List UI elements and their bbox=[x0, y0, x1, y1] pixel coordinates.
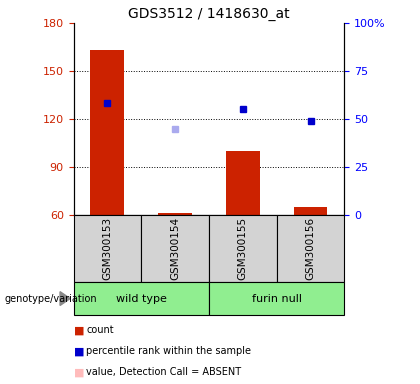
Bar bbox=[158, 214, 192, 215]
Bar bbox=[209, 282, 344, 315]
Text: wild type: wild type bbox=[116, 293, 167, 304]
Bar bbox=[90, 50, 124, 215]
Polygon shape bbox=[60, 292, 70, 306]
Bar bbox=[74, 215, 141, 282]
Bar bbox=[209, 215, 277, 282]
Text: GSM300153: GSM300153 bbox=[102, 217, 113, 280]
Text: ■: ■ bbox=[74, 367, 84, 377]
Bar bbox=[141, 215, 209, 282]
Text: percentile rank within the sample: percentile rank within the sample bbox=[86, 346, 251, 356]
Text: ■: ■ bbox=[74, 346, 84, 356]
Text: value, Detection Call = ABSENT: value, Detection Call = ABSENT bbox=[86, 367, 241, 377]
Bar bbox=[294, 207, 328, 215]
Bar bbox=[74, 282, 209, 315]
Text: furin null: furin null bbox=[252, 293, 302, 304]
Text: ■: ■ bbox=[74, 325, 84, 335]
Text: GSM300155: GSM300155 bbox=[238, 217, 248, 280]
Bar bbox=[277, 215, 344, 282]
Title: GDS3512 / 1418630_at: GDS3512 / 1418630_at bbox=[128, 7, 290, 21]
Text: GSM300154: GSM300154 bbox=[170, 217, 180, 280]
Text: genotype/variation: genotype/variation bbox=[4, 293, 97, 304]
Text: GSM300156: GSM300156 bbox=[305, 217, 315, 280]
Bar bbox=[226, 151, 260, 215]
Text: count: count bbox=[86, 325, 114, 335]
